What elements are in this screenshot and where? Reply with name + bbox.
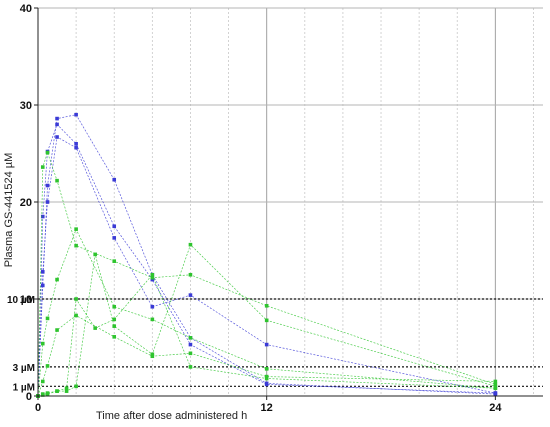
data-point <box>40 379 45 384</box>
data-point <box>45 200 50 204</box>
data-point <box>45 183 50 188</box>
data-point <box>188 351 193 356</box>
x-tick-label: 0 <box>35 402 41 414</box>
data-point <box>112 259 117 263</box>
series-line <box>37 244 496 397</box>
data-point <box>150 275 155 280</box>
data-point <box>40 165 45 169</box>
data-point <box>112 317 117 322</box>
data-point <box>264 374 269 379</box>
data-point <box>493 379 498 384</box>
data-point <box>188 336 193 340</box>
data-point <box>45 150 50 155</box>
series-line <box>37 123 496 397</box>
grid <box>38 7 543 396</box>
data-point <box>40 341 45 346</box>
data-point <box>45 392 50 396</box>
data-point <box>74 384 78 389</box>
data-point <box>188 272 193 277</box>
data-point <box>493 391 498 395</box>
data-point <box>45 316 50 321</box>
data-point <box>74 145 78 150</box>
reference-line-label: 1 µM <box>13 382 35 393</box>
data-point <box>188 293 193 297</box>
data-point <box>264 367 269 371</box>
data-point <box>45 364 50 368</box>
data-point <box>150 304 155 309</box>
data-point <box>264 303 269 308</box>
data-point <box>112 324 117 328</box>
reference-line-label: 10 µM <box>7 295 35 306</box>
reference-line-label: 3 µM <box>13 363 35 374</box>
data-point <box>64 389 69 393</box>
data-point <box>188 365 193 369</box>
data-point <box>112 335 117 339</box>
data-point <box>150 272 155 277</box>
data-point <box>112 236 117 240</box>
data-point <box>74 243 78 248</box>
data-point <box>40 392 45 396</box>
data-point <box>150 352 155 357</box>
data-point <box>40 214 45 219</box>
data-point <box>55 277 59 282</box>
x-axis-title: Time after dose administered h <box>96 410 247 422</box>
data-point <box>493 386 498 391</box>
data-point <box>55 122 59 127</box>
data-point <box>150 354 155 359</box>
axes: 0 10 20 30 40 0 12 24 <box>20 3 543 414</box>
data-point <box>40 283 45 288</box>
data-point <box>150 317 155 322</box>
data-point <box>112 304 117 309</box>
y-tick-label: 10 <box>20 294 32 306</box>
data-point <box>493 382 498 387</box>
series-line <box>37 274 496 397</box>
series-line <box>37 136 496 397</box>
data-point <box>93 252 97 257</box>
data-point <box>112 177 117 182</box>
data-point <box>93 326 97 330</box>
data-point <box>264 318 269 323</box>
data-point <box>264 382 269 387</box>
data-point <box>150 277 155 282</box>
data-point <box>264 342 269 347</box>
y-tick-label: 0 <box>26 391 32 403</box>
data-point <box>74 227 78 231</box>
x-tick-label: 24 <box>489 402 502 414</box>
data-point <box>64 386 69 391</box>
y-axis-title: Plasma GS-441524 µM <box>3 153 15 268</box>
data-point <box>55 116 59 121</box>
data-point <box>74 297 78 301</box>
y-tick-label: 20 <box>20 197 32 209</box>
data-point <box>112 224 117 229</box>
data-point <box>493 384 498 389</box>
data-point <box>188 242 193 247</box>
data-point <box>55 328 59 332</box>
series-line <box>37 315 496 397</box>
y-tick-label: 40 <box>20 3 32 15</box>
series-line <box>37 228 496 397</box>
data-point <box>55 389 59 393</box>
data-point <box>264 376 269 381</box>
y-tick-label: 30 <box>20 100 32 112</box>
data-point <box>40 270 45 274</box>
data-point <box>188 342 193 347</box>
data-point <box>55 178 59 183</box>
series-8 <box>36 272 498 398</box>
data-point <box>74 142 78 146</box>
data-point <box>74 112 78 117</box>
x-tick-label: 12 <box>261 402 273 414</box>
data-point <box>55 135 59 139</box>
data-point <box>74 313 78 318</box>
